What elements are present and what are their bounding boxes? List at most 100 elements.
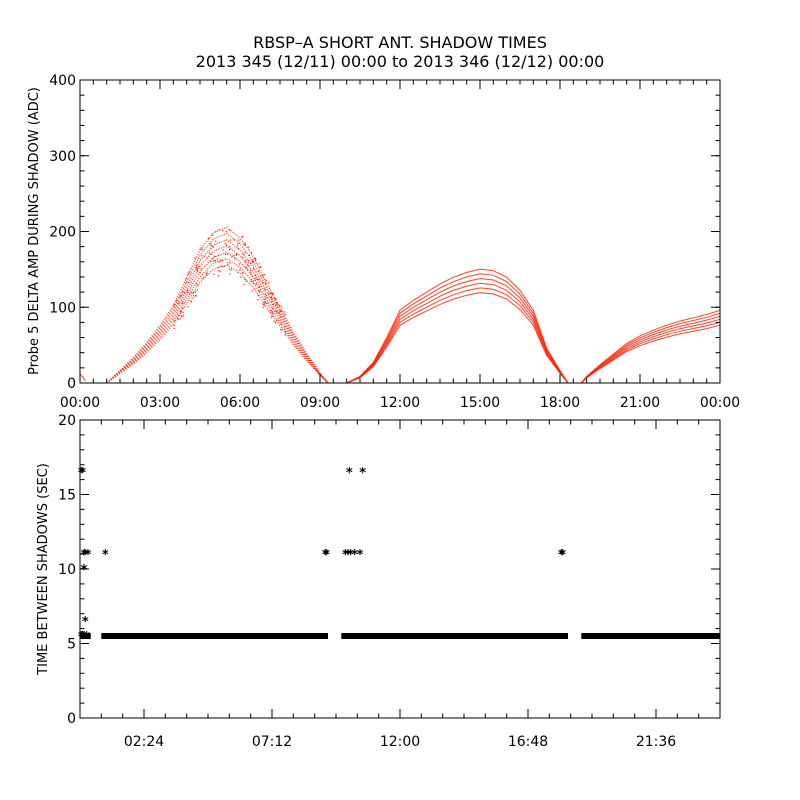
noise-point	[275, 304, 277, 306]
noise-point	[278, 312, 280, 314]
top-plot-frame	[79, 79, 721, 384]
noise-point	[281, 311, 283, 313]
y-tick-label: 5	[67, 637, 76, 653]
data-point-marker: *	[559, 548, 566, 563]
series-line-2	[106, 251, 329, 384]
noise-point	[188, 271, 190, 273]
noise-point	[272, 293, 274, 295]
noise-point	[257, 279, 260, 281]
noise-point	[188, 281, 190, 283]
noise-point	[218, 229, 220, 231]
noise-point	[271, 315, 273, 317]
noise-point	[214, 255, 216, 257]
x-tick-label: 18:00	[540, 395, 580, 411]
noise-point	[245, 266, 247, 268]
y-tick-label: 300	[49, 149, 76, 165]
noise-point	[183, 292, 185, 294]
noise-point	[276, 306, 278, 308]
noise-point	[239, 269, 241, 271]
noise-point	[276, 319, 278, 321]
noise-point	[189, 293, 191, 295]
x-tick-label: 09:00	[300, 395, 340, 411]
noise-point	[265, 282, 267, 284]
x-tick-label: 06:00	[220, 395, 260, 411]
noise-point	[206, 257, 208, 259]
noise-point	[199, 248, 201, 250]
noise-point	[250, 272, 252, 274]
noise-point	[265, 296, 267, 299]
noise-point	[250, 273, 252, 275]
noise-point	[267, 302, 269, 304]
noise-point	[190, 300, 192, 302]
noise-point	[264, 298, 266, 300]
noise-point	[270, 291, 272, 294]
noise-point	[234, 258, 236, 260]
noise-point	[222, 249, 224, 251]
noise-point	[270, 292, 272, 294]
noise-point	[185, 278, 187, 280]
series-line-2	[106, 232, 329, 384]
noise-point	[201, 278, 203, 280]
noise-point	[213, 260, 215, 262]
noise-point	[258, 263, 260, 265]
noise-point	[254, 278, 256, 280]
noise-point	[278, 305, 280, 307]
noise-point	[272, 312, 274, 314]
noise-point	[280, 310, 282, 312]
data-point-marker: *	[82, 615, 89, 630]
noise-point	[200, 268, 202, 270]
noise-point	[270, 297, 272, 299]
noise-point	[263, 302, 265, 304]
noise-point	[179, 310, 182, 312]
x-tick-label: 03:00	[140, 395, 180, 411]
noise-point	[199, 271, 201, 274]
noise-point	[237, 271, 239, 273]
x-tick-label: 12:00	[380, 734, 420, 750]
noise-point	[229, 249, 231, 251]
noise-point	[230, 269, 232, 271]
noise-point	[273, 320, 275, 322]
noise-point	[179, 296, 181, 298]
noise-point	[173, 303, 175, 305]
noise-point	[193, 295, 195, 297]
noise-point	[264, 288, 266, 290]
noise-point	[236, 245, 238, 247]
noise-point	[185, 281, 187, 283]
noise-point	[284, 334, 286, 336]
x-tick-label: 00:00	[700, 395, 740, 411]
data-point-marker: *	[359, 466, 366, 481]
noise-point	[247, 262, 249, 264]
top-y-axis-label: Probe 5 DELTA AMP DURING SHADOW (ADC)	[27, 87, 42, 375]
baseline-point-band	[101, 633, 328, 639]
x-tick-label: 02:24	[124, 734, 164, 750]
series-line-4	[580, 309, 721, 384]
data-point-marker: *	[323, 548, 330, 563]
noise-point	[247, 268, 249, 270]
noise-point	[243, 284, 245, 286]
baseline-point-band	[341, 633, 568, 639]
noise-point	[239, 242, 241, 244]
noise-point	[231, 256, 233, 258]
noise-point	[283, 311, 285, 313]
noise-point	[253, 288, 256, 290]
noise-point	[275, 302, 278, 304]
noise-point	[244, 261, 246, 263]
noise-point	[240, 276, 242, 278]
noise-point	[280, 328, 282, 330]
noise-point	[284, 313, 286, 316]
noise-point	[174, 320, 176, 322]
bottom-y-axis-label: TIME BETWEEN SHADOWS (SEC)	[36, 463, 51, 676]
noise-point	[242, 256, 244, 258]
noise-point	[215, 260, 217, 262]
data-point-marker: *	[81, 630, 88, 645]
noise-point	[265, 279, 267, 281]
noise-point	[205, 273, 208, 275]
x-tick-label: 12:00	[380, 395, 420, 411]
noise-point	[274, 321, 276, 323]
noise-point	[211, 245, 213, 247]
noise-point	[210, 253, 212, 255]
noise-point	[229, 273, 231, 275]
noise-point	[215, 231, 217, 233]
noise-point	[241, 236, 243, 238]
noise-point	[279, 310, 281, 312]
